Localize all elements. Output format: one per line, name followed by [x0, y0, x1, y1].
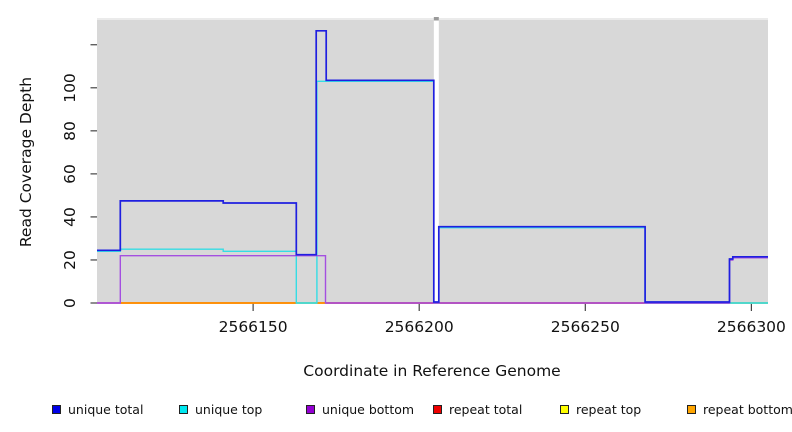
legend-item-repeat-bottom: repeat bottom: [687, 401, 792, 417]
y-tick-label: 80: [61, 120, 79, 141]
legend-label: repeat top: [576, 401, 642, 417]
series-unique-total: [97, 29, 768, 303]
legend-label: unique total: [68, 401, 144, 417]
x-tick-label: 2566150: [218, 318, 288, 336]
legend-item-unique-top: unique top: [179, 401, 263, 417]
legend-swatch-icon: [560, 404, 569, 414]
legend-item-unique-bottom: unique bottom: [306, 401, 415, 417]
legend-item-repeat-top: repeat top: [560, 401, 642, 417]
y-tick-label: 100: [61, 72, 79, 103]
legend-label: repeat total: [449, 401, 523, 417]
legend-label: unique top: [195, 401, 263, 417]
y-tick-label: 0: [61, 298, 79, 308]
y-tick-label: 40: [61, 207, 79, 227]
panel-top-edge: [97, 18, 768, 20]
y-tick-label: 20: [61, 250, 79, 270]
x-tick-label: 2566200: [384, 318, 454, 336]
no-data-gap-cap: [433, 17, 439, 21]
legend-swatch-icon: [687, 404, 696, 414]
x-tick-label: 2566300: [716, 318, 786, 336]
legend-swatch-icon: [306, 404, 315, 414]
no-data-gap: [433, 17, 439, 303]
legend-item-unique-total: unique total: [52, 401, 144, 417]
legend-swatch-icon: [179, 404, 188, 414]
plot-panel: [97, 20, 768, 303]
x-tick-label: 2566250: [550, 318, 620, 336]
legend-item-repeat-total: repeat total: [433, 401, 523, 417]
legend-swatch-icon: [433, 404, 442, 414]
legend-swatch-icon: [52, 404, 61, 414]
legend-label: repeat bottom: [703, 401, 792, 417]
legend-label: unique bottom: [322, 401, 415, 417]
y-axis-label: Read Coverage Depth: [17, 76, 35, 248]
x-axis-label: Coordinate in Reference Genome: [303, 362, 561, 380]
y-tick-label: 60: [61, 163, 79, 184]
